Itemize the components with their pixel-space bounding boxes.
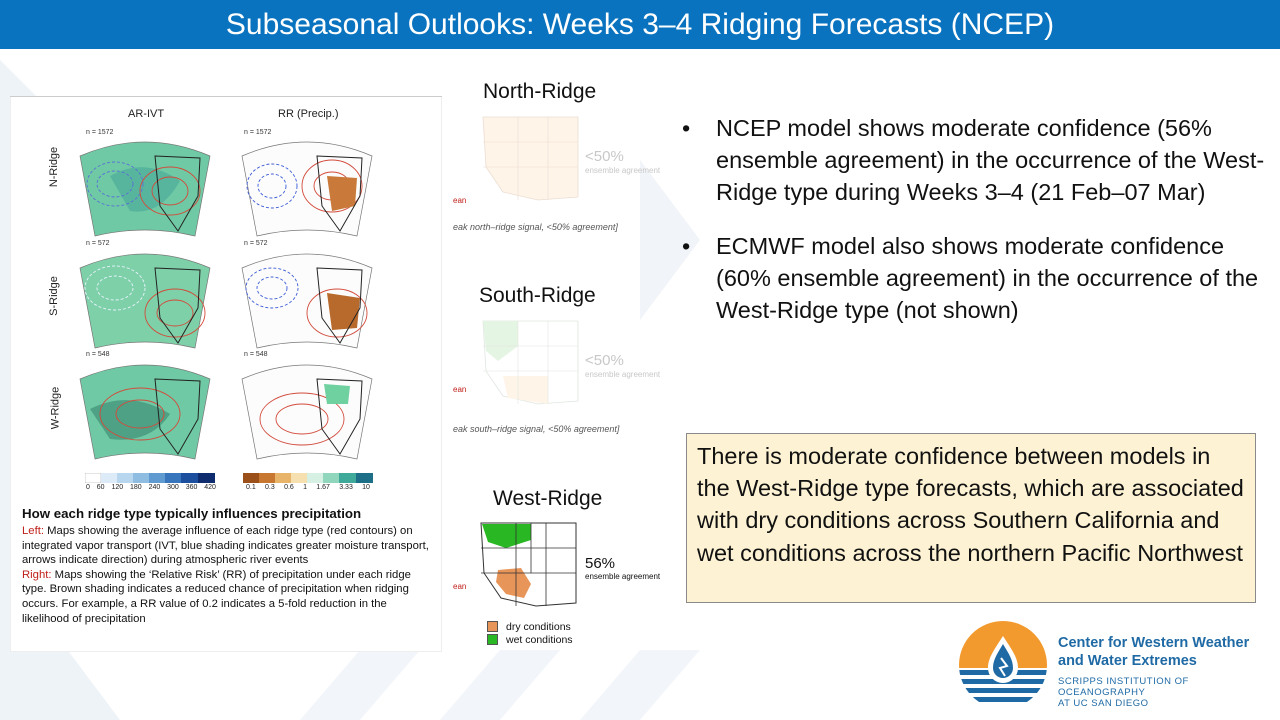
caption-right-text: Maps showing the ‘Relative Risk’ (RR) of…	[22, 568, 411, 625]
rr-map-n-ridge	[241, 141, 373, 237]
n-label: n = 572	[86, 240, 110, 247]
tick-label: 3.33	[339, 484, 353, 491]
dry-swatch	[487, 621, 498, 632]
tick-label: 360	[185, 484, 198, 491]
legend-wet: wet conditions	[487, 633, 573, 646]
tick-label: 60	[96, 484, 105, 491]
legend-dry-label: dry conditions	[506, 620, 571, 633]
north-ridge-fragment: ean	[453, 196, 467, 205]
ivt-colorbar	[85, 473, 215, 483]
bullet-text: NCEP model shows moderate confidence (56…	[716, 115, 1265, 205]
water-drop-icon	[959, 621, 1047, 709]
tick-label: 300	[167, 484, 179, 491]
wet-swatch	[487, 634, 498, 645]
caption-left-label: Left:	[22, 525, 44, 537]
legend-wet-label: wet conditions	[506, 633, 573, 646]
tick-label: 10	[362, 484, 370, 491]
caption-left-text: Maps showing the average influence of ea…	[22, 525, 429, 567]
bullet-list: • NCEP model shows moderate confidence (…	[676, 112, 1266, 348]
west-ridge-title: West-Ridge	[493, 487, 603, 510]
west-ridge-map	[480, 522, 577, 607]
bullet-dot: •	[682, 233, 691, 259]
tick-label: 1	[303, 484, 307, 491]
n-label: n = 572	[244, 240, 268, 247]
west-ridge-fragment: ean	[453, 582, 467, 591]
ivt-map-s-ridge	[79, 253, 211, 349]
tick-label: 0.1	[246, 484, 256, 491]
figure-top-rule	[10, 96, 442, 97]
slide-title: Subseasonal Outlooks: Weeks 3–4 Ridging …	[0, 0, 1280, 49]
south-ridge-fragment: ean	[453, 385, 467, 394]
south-ridge-title: South-Ridge	[479, 284, 596, 307]
tick-label: 120	[111, 484, 124, 491]
caption-left: Left: Maps showing the average influence…	[22, 524, 432, 568]
logo-line-4: AT UC SAN DIEGO	[1058, 698, 1149, 709]
bullet-text: ECMWF model also shows moderate confiden…	[716, 233, 1259, 323]
n-label: n = 1572	[86, 129, 114, 136]
west-ridge-agreement-sub: ensemble agreement	[585, 572, 661, 581]
ridge-figure: AR-IVT RR (Precip.) N-Ridge S-Ridge W-Ri…	[10, 96, 442, 652]
tick-label: 0	[86, 484, 90, 491]
rr-map-w-ridge	[241, 364, 373, 460]
legend-dry: dry conditions	[487, 620, 573, 633]
row-label-w-ridge: W-Ridge	[49, 386, 62, 430]
west-ridge-agreement: 56%	[585, 555, 616, 572]
tick-label: 420	[204, 484, 216, 491]
ivt-map-n-ridge	[79, 141, 211, 237]
logo-line-1: Center for Western Weather	[1058, 635, 1250, 651]
ivt-colorbar-ticks: 0 60 120 180 240 300 360 420	[86, 484, 216, 491]
cw3e-logo: Center for Western Weather and Water Ext…	[958, 620, 1258, 712]
caption-right-label: Right:	[22, 568, 52, 581]
caption-title: How each ridge type typically influences…	[22, 506, 362, 521]
bullet-dot: •	[682, 115, 691, 141]
row-label-n-ridge: N-Ridge	[48, 146, 61, 188]
n-label: n = 548	[86, 351, 110, 358]
logo-line-3: SCRIPPS INSTITUTION OF OCEANOGRAPHY	[1058, 676, 1189, 698]
tick-label: 0.3	[265, 484, 275, 491]
col-header-ar-ivt: AR-IVT	[128, 108, 165, 120]
n-label: n = 1572	[244, 129, 272, 136]
figure-caption: How each ridge type typically influences…	[22, 506, 432, 626]
logo-text: Center for Western Weather and Water Ext…	[1058, 634, 1258, 709]
n-label: n = 548	[244, 351, 268, 358]
north-ridge-agreement: <50%	[585, 148, 624, 165]
tick-label: 180	[130, 484, 142, 491]
south-ridge-note: eak south–ridge signal, <50% agreement]	[453, 424, 620, 434]
rr-colorbar	[243, 473, 373, 483]
south-ridge-agreement-sub: ensemble agreement	[585, 370, 661, 379]
col-header-rr: RR (Precip.)	[278, 108, 339, 120]
rr-colorbar-ticks: 0.1 0.3 0.6 1 1.67 3.33 10	[246, 484, 370, 491]
logo-line-2: and Water Extremes	[1058, 653, 1197, 669]
bullet-item: • ECMWF model also shows moderate confid…	[676, 230, 1266, 326]
north-ridge-title: North-Ridge	[483, 80, 597, 103]
ivt-map-w-ridge	[79, 364, 211, 460]
caption-right: Right: Maps showing the ‘Relative Risk’ …	[22, 568, 432, 626]
north-ridge-agreement-sub: ensemble agreement	[585, 166, 661, 175]
summary-box: There is moderate confidence between mod…	[686, 433, 1256, 603]
row-label-s-ridge: S-Ridge	[47, 276, 60, 316]
tick-label: 240	[148, 484, 161, 491]
south-ridge-map	[482, 320, 579, 405]
rr-map-s-ridge	[241, 253, 373, 349]
tick-label: 1.67	[316, 484, 330, 491]
north-ridge-map	[482, 116, 579, 201]
north-ridge-note: eak north–ridge signal, <50% agreement]	[453, 222, 618, 232]
conditions-legend: dry conditions wet conditions	[487, 620, 573, 646]
tick-label: 0.6	[284, 484, 294, 491]
south-ridge-agreement: <50%	[585, 352, 624, 369]
bullet-item: • NCEP model shows moderate confidence (…	[676, 112, 1266, 208]
